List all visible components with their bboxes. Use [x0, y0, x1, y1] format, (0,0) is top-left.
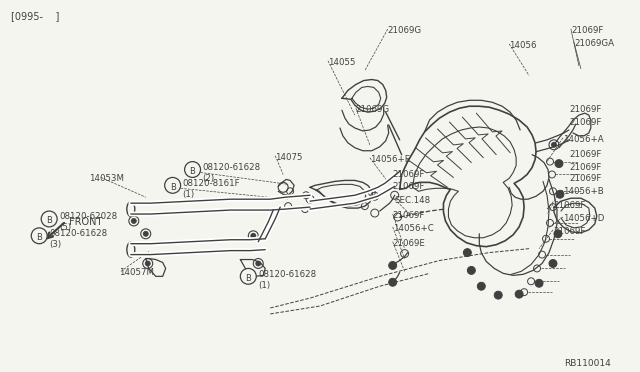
Text: 21069F: 21069F	[569, 118, 602, 127]
Text: [0995-    ]: [0995- ]	[12, 11, 60, 21]
Text: B: B	[46, 217, 52, 225]
Text: 21069F: 21069F	[553, 201, 586, 210]
Circle shape	[388, 262, 397, 269]
Text: 14056+A: 14056+A	[563, 135, 604, 144]
Circle shape	[494, 291, 502, 299]
Text: 21069F: 21069F	[569, 174, 602, 183]
Text: 14056: 14056	[509, 41, 537, 50]
Circle shape	[145, 261, 150, 266]
Text: 08120-61628: 08120-61628	[49, 229, 108, 238]
Circle shape	[251, 233, 256, 238]
Text: 14057M: 14057M	[119, 269, 154, 278]
Text: 08120-61628: 08120-61628	[202, 163, 260, 172]
Text: (1): (1)	[182, 190, 195, 199]
Circle shape	[549, 260, 557, 267]
Circle shape	[463, 248, 471, 257]
Circle shape	[554, 230, 562, 238]
Text: 21069F: 21069F	[569, 163, 602, 171]
Circle shape	[555, 160, 563, 167]
Text: (3): (3)	[49, 240, 61, 249]
Text: 14053M: 14053M	[89, 174, 124, 183]
Text: 08120-8161F: 08120-8161F	[182, 179, 240, 188]
Text: RB110014: RB110014	[564, 359, 611, 368]
Text: 14056+B: 14056+B	[563, 187, 604, 196]
Text: 21069F: 21069F	[393, 211, 425, 220]
Text: 21069F: 21069F	[553, 227, 586, 236]
Text: 14056+E: 14056+E	[370, 155, 410, 164]
Circle shape	[477, 282, 485, 290]
Circle shape	[467, 266, 476, 275]
Text: B: B	[36, 233, 42, 242]
Circle shape	[552, 142, 556, 147]
Text: B: B	[245, 274, 252, 283]
Text: (5): (5)	[59, 223, 71, 232]
Circle shape	[143, 231, 148, 236]
Text: 21069E: 21069E	[393, 239, 426, 248]
Text: 08120-62028: 08120-62028	[59, 212, 117, 221]
Text: 21069F: 21069F	[393, 170, 425, 179]
Text: 14055: 14055	[328, 58, 355, 67]
Circle shape	[131, 218, 136, 224]
Text: 21069F: 21069F	[569, 105, 602, 114]
Circle shape	[41, 211, 57, 227]
Circle shape	[256, 261, 260, 266]
Text: 21069F: 21069F	[571, 26, 604, 35]
Text: 14056+C: 14056+C	[393, 224, 433, 233]
Text: B: B	[189, 167, 195, 176]
Circle shape	[535, 279, 543, 287]
Text: (1): (1)	[259, 281, 270, 290]
Text: SEC.148: SEC.148	[395, 196, 431, 205]
Text: 21069F: 21069F	[569, 150, 602, 159]
Text: 21069G: 21069G	[356, 105, 390, 114]
Text: 21069G: 21069G	[388, 26, 422, 35]
Text: FRONT: FRONT	[69, 217, 102, 227]
Circle shape	[388, 278, 397, 286]
Circle shape	[556, 190, 564, 198]
Text: 21069GA: 21069GA	[574, 39, 614, 48]
Circle shape	[515, 290, 523, 298]
Circle shape	[31, 228, 47, 244]
Circle shape	[164, 177, 180, 193]
Text: 08120-61628: 08120-61628	[259, 270, 316, 279]
Text: 21069F: 21069F	[393, 182, 425, 191]
Text: 14056+D: 14056+D	[563, 214, 604, 223]
Circle shape	[241, 269, 256, 284]
Text: (2): (2)	[202, 174, 214, 183]
Circle shape	[184, 161, 200, 177]
Text: 14075: 14075	[275, 153, 303, 162]
Text: B: B	[170, 183, 175, 192]
